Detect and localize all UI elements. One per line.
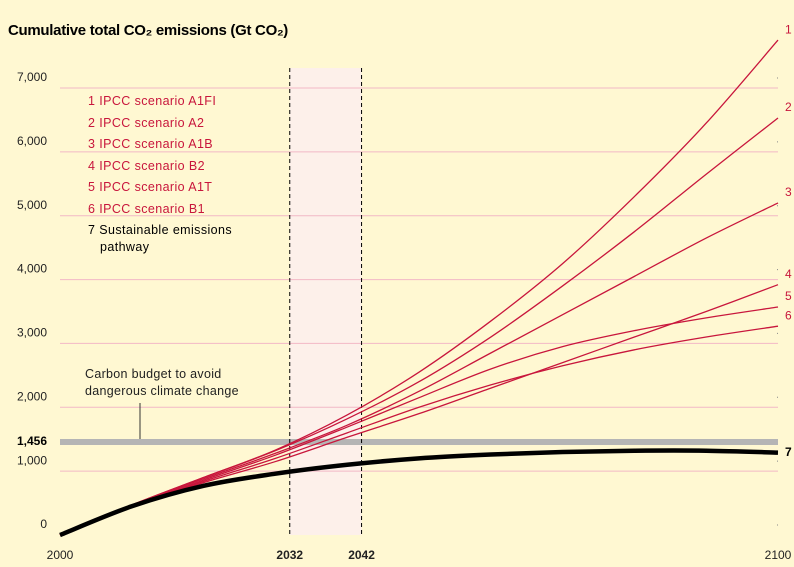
- y-tick-label: 1,000: [17, 453, 47, 467]
- legend-entry: 1 IPCC scenario A1FI: [88, 93, 278, 110]
- series-end-label: 4: [785, 267, 792, 281]
- legend-name: IPCC scenario B2: [99, 158, 205, 173]
- series-line: [59, 284, 779, 536]
- y-tick-label: 6,000: [17, 134, 47, 148]
- series-line: [59, 448, 779, 538]
- series-line: [59, 306, 779, 536]
- legend-number: 5: [88, 180, 96, 194]
- series-line: [59, 325, 779, 536]
- y-tick-label: 0: [40, 517, 47, 531]
- y-tick-label: 7,000: [17, 70, 47, 84]
- legend-number: 2: [88, 115, 96, 130]
- series-line: [59, 202, 779, 536]
- budget-label: 1,456: [17, 434, 47, 448]
- legend-name: IPCC scenario B1: [99, 201, 205, 216]
- x-tick-label: 2032: [276, 548, 303, 562]
- highlight-band: [289, 68, 362, 535]
- y-tick-label: 2,000: [17, 389, 47, 403]
- legend-entry: 5 IPCC scenario A1T: [88, 179, 278, 196]
- legend-name: Sustainable emissions pathway: [99, 223, 233, 254]
- series-end-label: 2: [785, 100, 792, 114]
- series-end-label: 7: [785, 445, 792, 459]
- legend-entry: 7 Sustainable emissions pathway: [88, 222, 260, 256]
- series-end-label: 1: [785, 22, 792, 36]
- legend-name: IPCC scenario A1FI: [99, 94, 217, 108]
- legend-number: 3: [88, 137, 96, 151]
- budget-annotation: Carbon budget to avoid dangerous climate…: [85, 367, 239, 398]
- legend-name: IPCC scenario A1T: [99, 180, 213, 194]
- legend-number: 1: [88, 94, 96, 108]
- legend-name: IPCC scenario A1B: [99, 137, 214, 151]
- series-end-label: 3: [785, 185, 792, 199]
- legend-number: 6: [88, 201, 96, 216]
- x-tick-label: 2100: [765, 548, 792, 562]
- x-tick-label: 2042: [348, 548, 375, 562]
- legend-number: 7: [88, 223, 96, 237]
- series-line: [59, 117, 779, 536]
- x-tick-label: 2000: [47, 548, 74, 562]
- legend: 1 IPCC scenario A1FI 2 IPCC scenario A2 3 …: [88, 93, 278, 261]
- series-end-label: 6: [785, 308, 792, 322]
- series-end-label: 5: [785, 289, 792, 303]
- legend-entry: 4 IPCC scenario B2: [88, 158, 278, 175]
- y-tick-label: 4,000: [17, 262, 47, 276]
- chart-title: Cumulative total CO₂ emissions (Gt CO₂): [8, 22, 289, 39]
- legend-number: 4: [88, 158, 96, 173]
- legend-name: IPCC scenario A2: [99, 115, 205, 130]
- legend-entry: 6 IPCC scenario B1: [88, 201, 278, 218]
- legend-entry: 3 IPCC scenario A1B: [88, 136, 278, 153]
- legend-entry: 2 IPCC scenario A2: [88, 115, 278, 132]
- y-tick-label: 5,000: [17, 198, 47, 212]
- y-tick-label: 3,000: [17, 326, 47, 340]
